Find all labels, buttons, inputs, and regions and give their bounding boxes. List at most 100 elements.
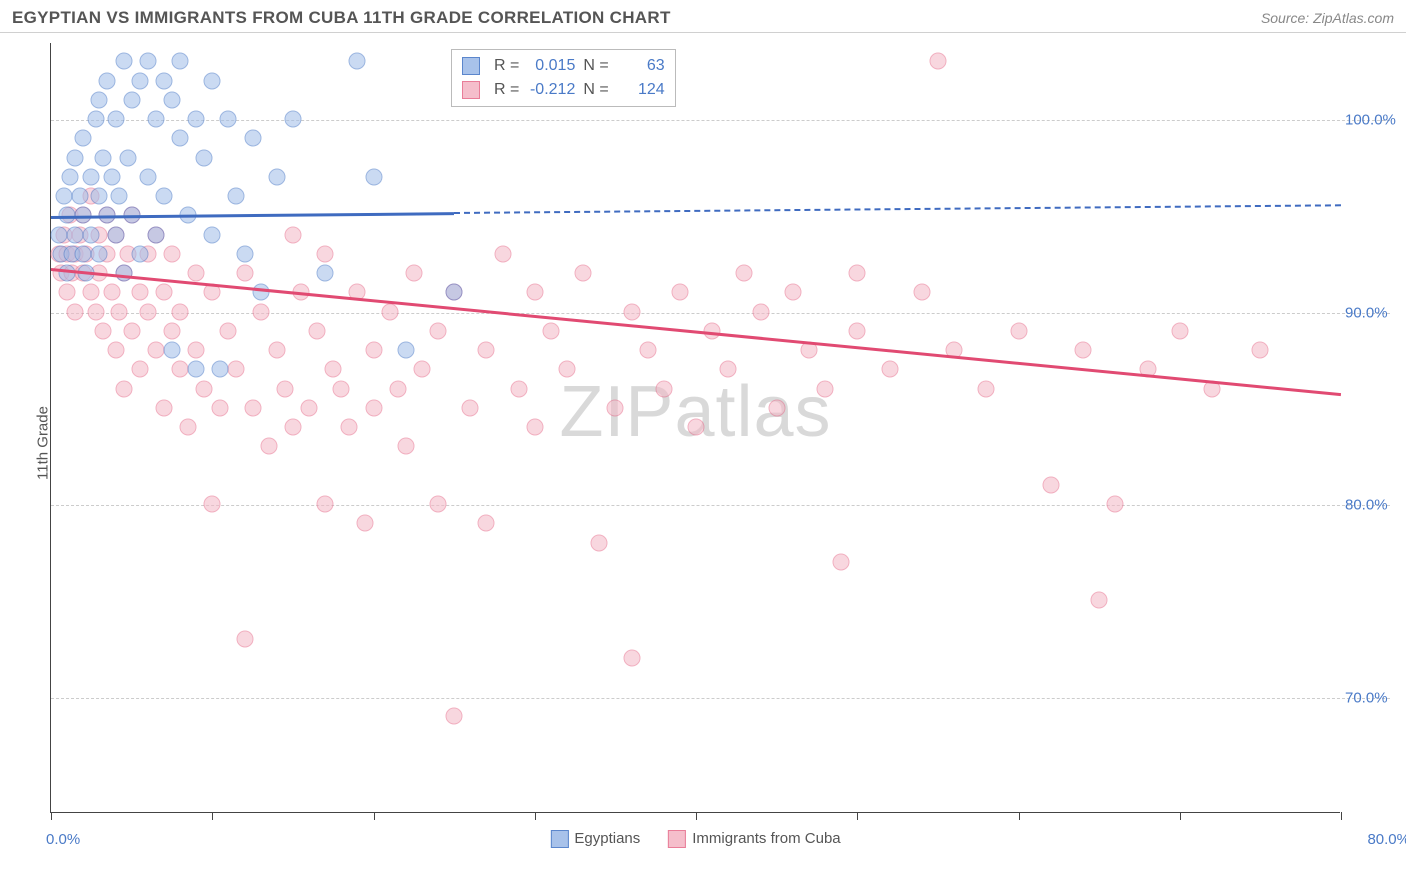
data-point <box>1171 322 1188 339</box>
data-point <box>67 149 84 166</box>
data-point <box>768 399 785 416</box>
data-point <box>115 380 132 397</box>
data-point <box>51 226 68 243</box>
data-point <box>131 72 148 89</box>
data-point <box>110 188 127 205</box>
data-point <box>139 168 156 185</box>
data-point <box>510 380 527 397</box>
data-point <box>155 399 172 416</box>
gridline <box>51 698 1390 699</box>
data-point <box>1091 592 1108 609</box>
data-point <box>163 342 180 359</box>
data-point <box>817 380 834 397</box>
data-point <box>1107 496 1124 513</box>
data-point <box>110 303 127 320</box>
gridline <box>51 505 1390 506</box>
data-point <box>575 265 592 282</box>
data-point <box>317 496 334 513</box>
data-point <box>478 342 495 359</box>
data-point <box>341 419 358 436</box>
r-value-2: -0.212 <box>527 78 575 102</box>
data-point <box>131 245 148 262</box>
data-point <box>139 53 156 70</box>
data-point <box>75 245 92 262</box>
data-point <box>268 168 285 185</box>
data-point <box>333 380 350 397</box>
data-point <box>107 226 124 243</box>
x-tick <box>1180 812 1181 820</box>
data-point <box>1010 322 1027 339</box>
data-point <box>446 284 463 301</box>
r-value-1: 0.015 <box>527 54 575 78</box>
x-axis-max-label: 80.0% <box>1367 831 1406 848</box>
data-point <box>99 72 116 89</box>
data-point <box>67 303 84 320</box>
data-point <box>196 380 213 397</box>
data-point <box>688 419 705 436</box>
x-axis-min-label: 0.0% <box>46 831 80 848</box>
data-point <box>94 149 111 166</box>
data-point <box>220 111 237 128</box>
data-point <box>284 111 301 128</box>
data-point <box>72 188 89 205</box>
data-point <box>131 284 148 301</box>
data-point <box>1252 342 1269 359</box>
x-tick <box>696 812 697 820</box>
data-point <box>228 361 245 378</box>
data-point <box>163 322 180 339</box>
data-point <box>881 361 898 378</box>
legend-item-1: Egyptians <box>550 830 640 848</box>
y-tick-label: 70.0% <box>1345 689 1400 706</box>
legend-swatch-1 <box>550 830 568 848</box>
data-point <box>188 111 205 128</box>
data-point <box>929 53 946 70</box>
data-point <box>462 399 479 416</box>
y-tick-label: 100.0% <box>1345 112 1400 129</box>
x-tick <box>1019 812 1020 820</box>
data-point <box>365 168 382 185</box>
data-point <box>155 284 172 301</box>
data-point <box>655 380 672 397</box>
trend-line-extrapolated <box>454 205 1341 215</box>
data-point <box>405 265 422 282</box>
series-legend: Egyptians Immigrants from Cuba <box>550 830 840 848</box>
data-point <box>833 553 850 570</box>
data-point <box>849 265 866 282</box>
data-point <box>75 130 92 147</box>
data-point <box>1042 476 1059 493</box>
data-point <box>244 399 261 416</box>
data-point <box>196 149 213 166</box>
n-label-1: N = <box>583 54 608 78</box>
legend-row-1: R = 0.015 N = 63 <box>462 54 665 78</box>
data-point <box>317 265 334 282</box>
x-tick <box>212 812 213 820</box>
data-point <box>252 284 269 301</box>
data-point <box>623 303 640 320</box>
data-point <box>559 361 576 378</box>
data-point <box>204 496 221 513</box>
data-point <box>55 188 72 205</box>
watermark-light: atlas <box>674 372 831 452</box>
data-point <box>365 342 382 359</box>
data-point <box>317 245 334 262</box>
data-point <box>163 91 180 108</box>
data-point <box>204 226 221 243</box>
y-tick-label: 80.0% <box>1345 497 1400 514</box>
data-point <box>172 303 189 320</box>
data-point <box>284 226 301 243</box>
data-point <box>526 419 543 436</box>
data-point <box>180 419 197 436</box>
x-tick <box>857 812 858 820</box>
data-point <box>276 380 293 397</box>
data-point <box>236 245 253 262</box>
data-point <box>163 245 180 262</box>
chart-title: EGYPTIAN VS IMMIGRANTS FROM CUBA 11TH GR… <box>12 8 671 28</box>
data-point <box>478 515 495 532</box>
data-point <box>155 72 172 89</box>
data-point <box>147 226 164 243</box>
x-tick <box>374 812 375 820</box>
data-point <box>1075 342 1092 359</box>
data-point <box>236 265 253 282</box>
data-point <box>671 284 688 301</box>
data-point <box>131 361 148 378</box>
